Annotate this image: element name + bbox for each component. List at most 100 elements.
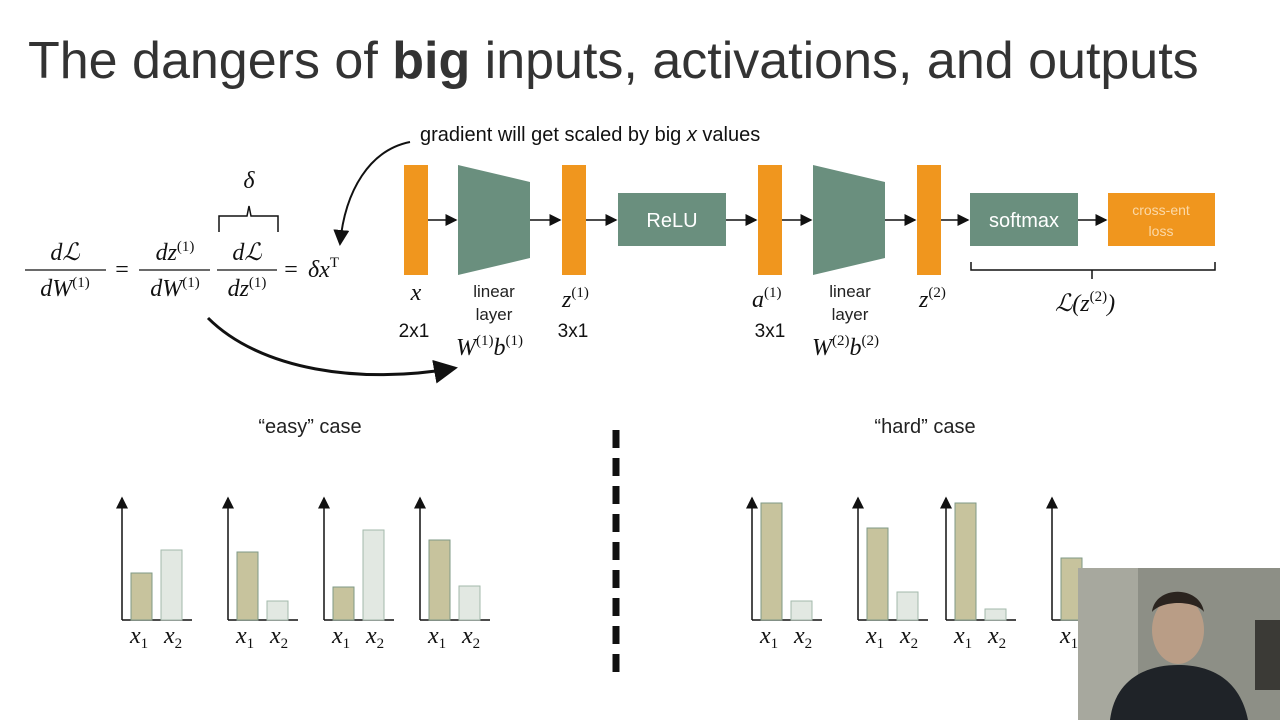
axis-label: x1: [865, 623, 884, 652]
math: x: [1059, 623, 1071, 649]
sub: 2: [911, 636, 919, 652]
sup: (2): [1090, 289, 1108, 305]
math: ℒ(z: [1055, 291, 1090, 317]
math: dz: [228, 276, 250, 302]
math-label: z(2): [918, 285, 946, 313]
bar: [160, 549, 183, 621]
bar: [954, 502, 977, 621]
brace: [218, 205, 279, 232]
math: x: [899, 623, 911, 649]
axis-label: x1: [759, 623, 778, 652]
math: x: [235, 623, 247, 649]
loss-math: ℒ(z(2)): [1055, 289, 1115, 317]
network: ReLU softmax cross-ent loss x 2x1 linear…: [399, 165, 1216, 361]
layer-label: linear: [473, 282, 515, 301]
math: x: [793, 623, 805, 649]
axis-label: x2: [899, 623, 918, 652]
webcam-face: [1152, 596, 1204, 664]
loss-label: loss: [1149, 223, 1174, 239]
bar: [266, 600, 289, 621]
frac-den: dW(1): [40, 275, 90, 302]
frac-den: dz(1): [228, 275, 267, 302]
vector-z2: [917, 165, 941, 275]
bar: [790, 600, 813, 621]
equals: =: [284, 257, 298, 283]
bar: [458, 585, 481, 621]
loss-label: cross-ent: [1132, 202, 1190, 218]
linear-layer: [813, 165, 885, 275]
layer-label: layer: [476, 305, 513, 324]
bar: [236, 551, 259, 621]
sup: (1): [571, 285, 589, 301]
axis-label: x1: [427, 623, 446, 652]
sup: (2): [862, 333, 880, 349]
math: x: [759, 623, 771, 649]
layer-label: layer: [832, 305, 869, 324]
annotation: gradient will get scaled by big x values: [420, 124, 760, 146]
axis-label: x2: [163, 623, 182, 652]
sup: (1): [506, 333, 524, 349]
sub: 2: [999, 636, 1007, 652]
sup: (1): [476, 333, 494, 349]
relu-label: ReLU: [646, 210, 697, 232]
math: x: [461, 623, 473, 649]
title-text: The dangers of: [28, 32, 392, 90]
title-bold: big: [392, 32, 470, 90]
sub: 1: [965, 636, 973, 652]
sup: (1): [249, 275, 267, 291]
math: x: [269, 623, 281, 649]
equation-arrow: [206, 316, 458, 384]
linear-layer: [458, 165, 530, 275]
math: dz: [156, 240, 178, 266]
sub: 1: [771, 636, 779, 652]
annotation-text: gradient will get scaled by big: [420, 124, 687, 146]
math: b: [850, 335, 862, 361]
webcam-shelf: [1255, 620, 1280, 690]
annotation-text: values: [697, 124, 760, 146]
bar: [362, 529, 385, 621]
math: z: [561, 287, 572, 313]
math-label: x: [410, 280, 422, 306]
bar: [866, 527, 889, 621]
annotation-arrow: [333, 141, 411, 246]
math-label: z(1): [561, 285, 589, 313]
sub: 1: [877, 636, 885, 652]
webcam: [1078, 568, 1280, 720]
sub: 1: [439, 636, 447, 652]
sup: (1): [764, 285, 782, 301]
sub: 1: [247, 636, 255, 652]
params: W(2)b(2): [812, 333, 879, 361]
case-label: “hard” case: [874, 416, 975, 438]
math: dW: [150, 276, 184, 302]
title-text: inputs, activations, and outputs: [470, 32, 1198, 90]
math: x: [129, 623, 141, 649]
brace-label: δ: [243, 168, 255, 194]
loss-box: [1108, 193, 1215, 246]
sub: 2: [473, 636, 481, 652]
bar: [130, 572, 153, 621]
axis-label: x2: [793, 623, 812, 652]
webcam-hair: [1152, 591, 1204, 612]
sup: (1): [72, 275, 90, 291]
axis-label: x2: [365, 623, 384, 652]
frac-num: dz(1): [156, 239, 195, 266]
sup: (2): [832, 333, 850, 349]
webcam-body: [1110, 665, 1248, 720]
shape-label: 3x1: [558, 321, 589, 342]
sub: 2: [377, 636, 385, 652]
sup: (2): [928, 285, 946, 301]
math: x: [865, 623, 877, 649]
sub: 2: [281, 636, 289, 652]
equals: =: [115, 257, 129, 283]
math: dW: [40, 276, 74, 302]
frac-num: dℒ: [232, 240, 262, 266]
brace: [970, 262, 1216, 279]
sub: 1: [141, 636, 149, 652]
bar: [896, 591, 919, 621]
softmax-label: softmax: [989, 210, 1059, 232]
sub: 1: [343, 636, 351, 652]
math: x: [163, 623, 175, 649]
bar: [760, 502, 783, 621]
math: x: [427, 623, 439, 649]
